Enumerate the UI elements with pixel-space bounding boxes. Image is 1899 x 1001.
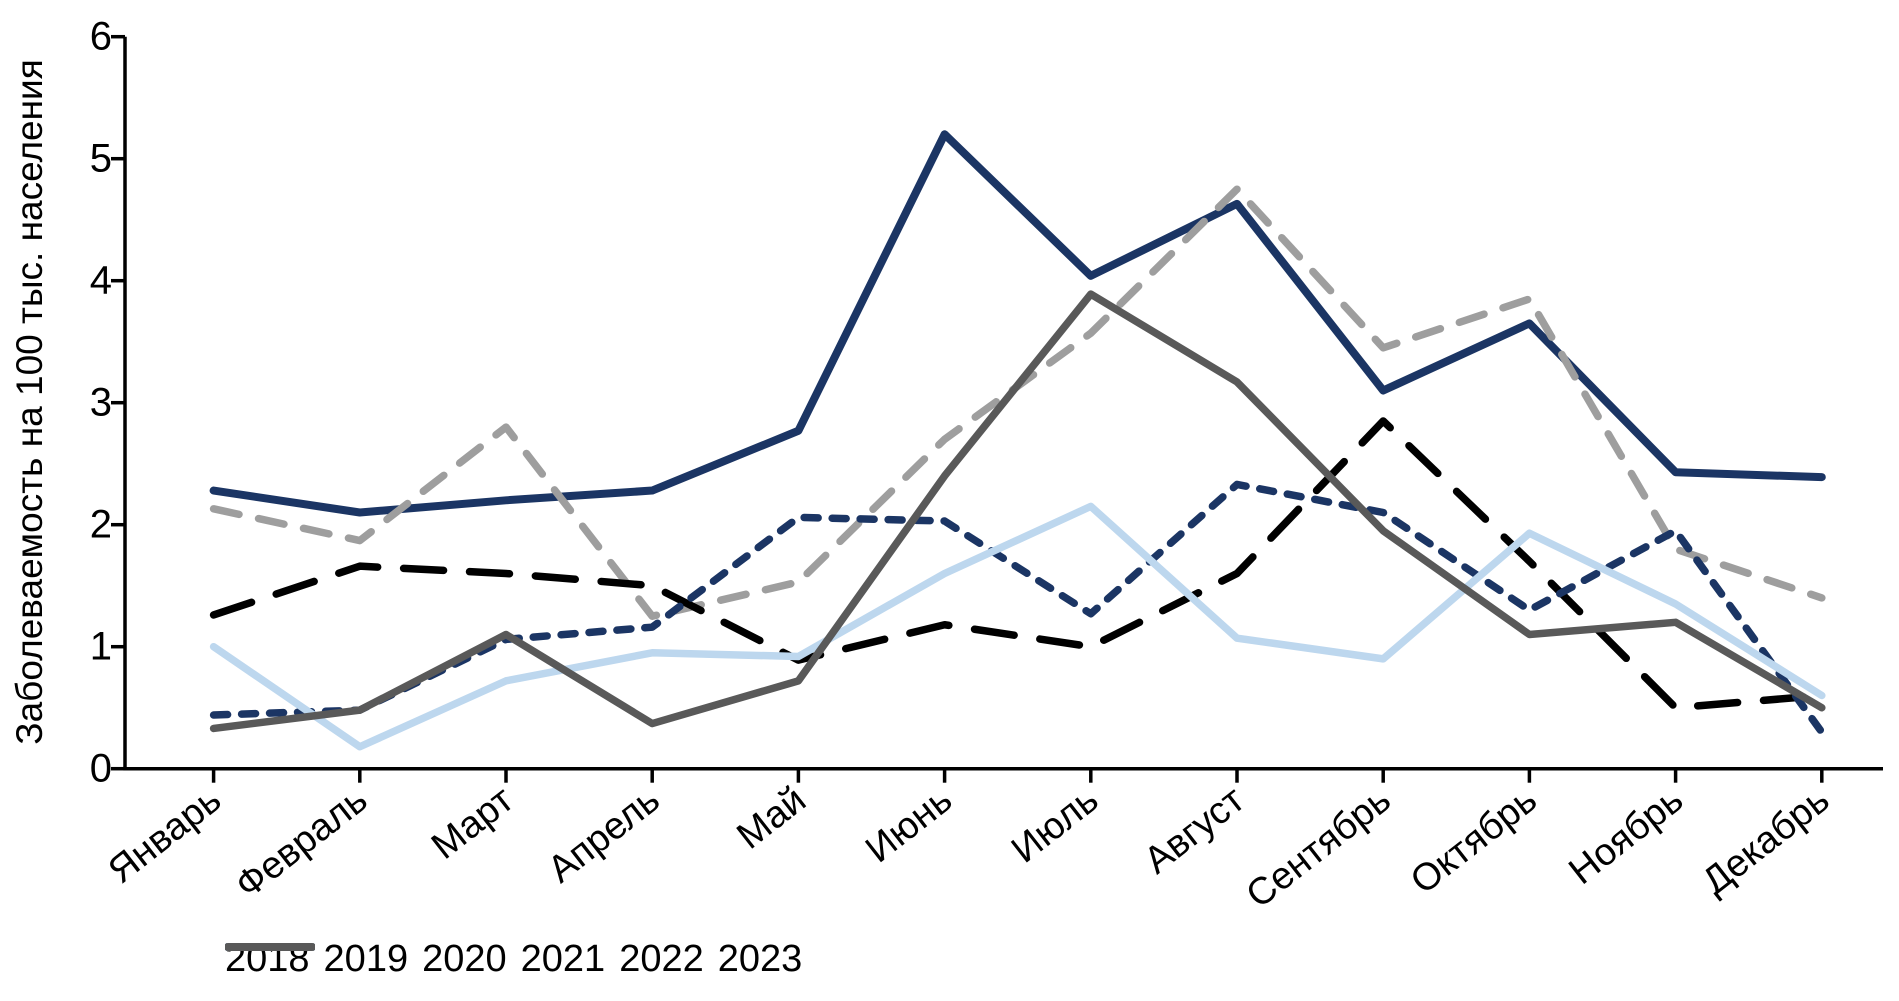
x-tick-label: Июль	[1004, 779, 1106, 872]
legend-label-2019: 2019	[323, 938, 409, 980]
legend-item-2019: 2019	[225, 938, 409, 980]
axes	[111, 34, 1883, 783]
x-tick-label: Октябрь	[1403, 779, 1545, 903]
legend-item-2023: 2023	[225, 938, 803, 980]
series-line-2018	[209, 130, 1826, 517]
legend-item-2022: 2022	[225, 938, 704, 980]
series-line-2023	[209, 290, 1826, 733]
x-tick-label: Декабрь	[1695, 779, 1838, 903]
x-tick-label: Январь	[101, 779, 230, 892]
legend-label-2020: 2020	[422, 938, 507, 980]
y-tick-label: 3	[90, 381, 112, 425]
legend-label-2023: 2023	[717, 938, 803, 980]
chart-legend: 2018 2019 2020 2021 2022 2023	[225, 940, 802, 978]
x-tick-label: Сентябрь	[1239, 779, 1399, 917]
series-lines	[209, 130, 1826, 751]
x-tick-label: Июнь	[858, 779, 960, 872]
x-tick-label: Апрель	[540, 779, 667, 891]
legend-label-2021: 2021	[520, 938, 606, 980]
x-tick-label: Август	[1137, 779, 1253, 883]
legend-item-2021: 2021	[225, 938, 606, 980]
y-tick-label: 6	[90, 15, 112, 59]
legend-line-sample-2023	[225, 943, 315, 951]
y-tick-label: 0	[90, 747, 112, 791]
series-line-2020	[209, 417, 1826, 712]
y-axis-title: Заболеваемость на 100 тыс. населения	[9, 59, 50, 745]
legend-label-2022: 2022	[619, 938, 704, 980]
x-tick-label: Май	[729, 779, 814, 858]
x-tick-label: Март	[424, 779, 522, 868]
y-tick-label: 1	[90, 625, 112, 669]
series-line-2019	[209, 185, 1826, 620]
x-tick-label: Ноябрь	[1561, 779, 1691, 893]
y-tick-label: 5	[90, 137, 112, 181]
y-tick-label: 2	[90, 503, 112, 547]
series-line-2022	[209, 502, 1826, 751]
y-tick-label: 4	[90, 259, 112, 303]
legend-item-2020: 2020	[225, 938, 507, 980]
x-tick-label: Февраль	[228, 779, 376, 907]
